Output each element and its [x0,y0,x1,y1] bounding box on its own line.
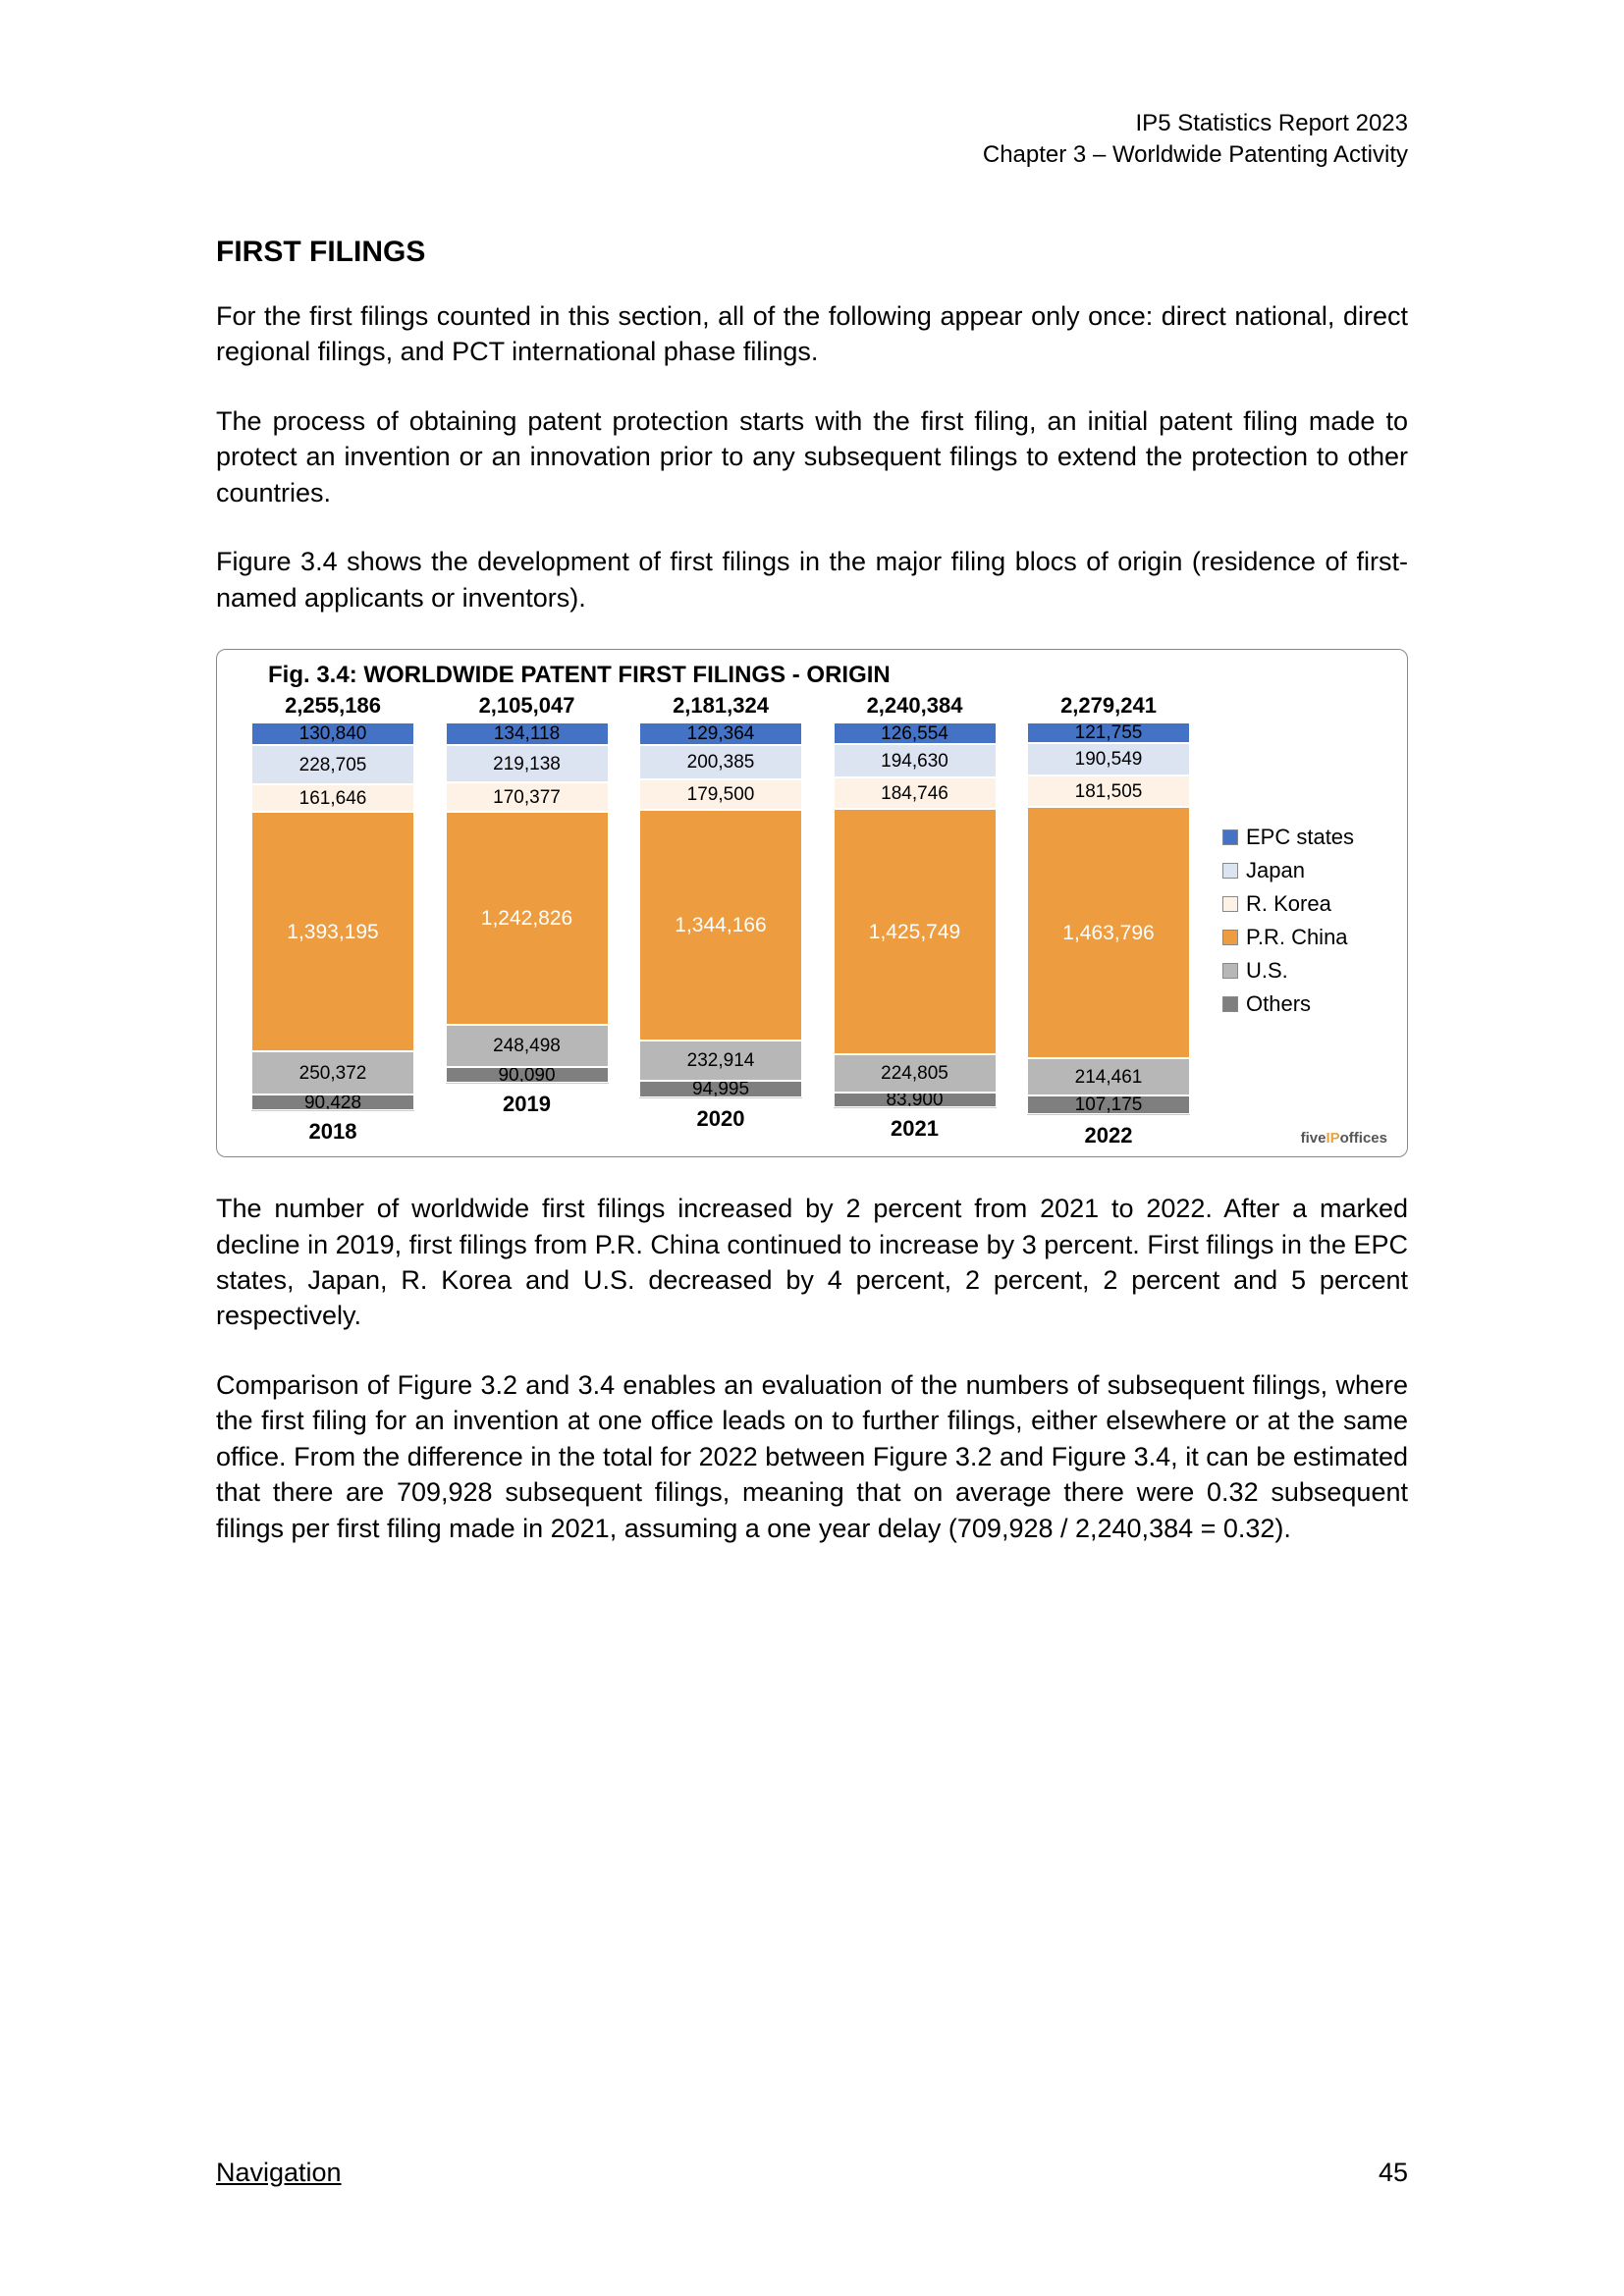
bar-segment: 1,344,166 [639,810,802,1041]
bar-segment: 181,505 [1027,775,1190,807]
legend-label: Others [1246,991,1311,1017]
section-title: FIRST FILINGS [216,236,1408,269]
legend-swatch [1222,863,1238,879]
figure-3-4-chart: Fig. 3.4: WORLDWIDE PATENT FIRST FILINGS… [216,649,1408,1157]
bar-segment: 121,755 [1027,722,1190,743]
year-total: 2,105,047 [479,693,575,719]
legend-item: R. Korea [1222,891,1389,917]
legend-item: Others [1222,991,1389,1017]
legend-swatch [1222,896,1238,912]
bar-segment: 228,705 [251,745,414,784]
paragraph-3: Figure 3.4 shows the development of firs… [216,544,1408,615]
paragraph-4: The number of worldwide first filings in… [216,1191,1408,1334]
year-label: 2021 [891,1116,939,1142]
bar-segment: 1,242,826 [446,812,609,1025]
bar-segment: 161,646 [251,784,414,812]
bar-segment: 224,805 [834,1054,997,1093]
legend-item: EPC states [1222,825,1389,850]
chart-title: Fig. 3.4: WORLDWIDE PATENT FIRST FILINGS… [268,662,1389,689]
bar-stack: 129,364200,385179,5001,344,166232,91494,… [639,722,802,1098]
bar-segment: 190,549 [1027,743,1190,775]
legend-item: Japan [1222,858,1389,883]
year-column: 2,255,186130,840228,705161,6461,393,1952… [244,693,421,1148]
bar-segment: 170,377 [446,782,609,812]
bar-segment: 83,900 [834,1093,997,1107]
bar-segment: 194,630 [834,744,997,777]
chart-bars-area: 2,255,186130,840228,705161,6461,393,1952… [235,693,1207,1148]
page-footer: Navigation 45 [216,2158,1408,2188]
year-column: 2,105,047134,118219,138170,3771,242,8262… [439,693,616,1148]
bar-segment: 130,840 [251,722,414,745]
bar-segment: 248,498 [446,1025,609,1067]
year-label: 2022 [1085,1123,1133,1148]
paragraph-5: Comparison of Figure 3.2 and 3.4 enables… [216,1367,1408,1546]
bar-stack: 134,118219,138170,3771,242,826248,49890,… [446,722,609,1084]
year-label: 2018 [309,1119,357,1145]
year-column: 2,240,384126,554194,630184,7461,425,7492… [827,693,1003,1148]
legend-label: Japan [1246,858,1305,883]
header-line-1: IP5 Statistics Report 2023 [983,108,1408,139]
page-header: IP5 Statistics Report 2023 Chapter 3 – W… [983,108,1408,172]
legend-label: R. Korea [1246,891,1331,917]
chart-legend: EPC states Japan R. Korea P.R. China U.S. Oth… [1207,693,1389,1148]
page-number: 45 [1379,2158,1408,2188]
header-line-2: Chapter 3 – Worldwide Patenting Activity [983,139,1408,171]
bar-segment: 94,995 [639,1081,802,1097]
brand-mid: IP [1326,1130,1339,1147]
year-total: 2,240,384 [867,693,963,719]
legend-swatch [1222,963,1238,979]
year-column: 2,279,241121,755190,549181,5051,463,7962… [1020,693,1197,1148]
bar-segment: 179,500 [639,779,802,810]
bar-segment: 90,090 [446,1067,609,1083]
brand-logo: fiveIPoffices [1301,1130,1387,1147]
bar-segment: 129,364 [639,722,802,745]
legend-label: P.R. China [1246,925,1348,950]
year-total: 2,255,186 [285,693,381,719]
bar-segment: 126,554 [834,722,997,744]
brand-pre: five [1301,1130,1326,1147]
year-label: 2020 [697,1106,745,1132]
bar-stack: 126,554194,630184,7461,425,749224,80583,… [834,722,997,1108]
legend-swatch [1222,829,1238,845]
bar-segment: 250,372 [251,1051,414,1095]
bar-stack: 130,840228,705161,6461,393,195250,37290,… [251,722,414,1111]
bar-segment: 1,393,195 [251,812,414,1051]
year-column: 2,181,324129,364200,385179,5001,344,1662… [632,693,809,1148]
brand-post: offices [1340,1130,1387,1147]
navigation-link[interactable]: Navigation [216,2158,342,2188]
bar-segment: 200,385 [639,745,802,779]
legend-swatch [1222,996,1238,1012]
bar-segment: 1,425,749 [834,809,997,1054]
legend-label: U.S. [1246,958,1288,984]
bar-stack: 121,755190,549181,5051,463,796214,461107… [1027,722,1190,1115]
legend-item: P.R. China [1222,925,1389,950]
legend-label: EPC states [1246,825,1354,850]
bar-segment: 184,746 [834,777,997,809]
bar-segment: 219,138 [446,745,609,782]
year-total: 2,279,241 [1060,693,1157,719]
main-content: FIRST FILINGS For the first filings coun… [216,236,1408,1546]
paragraph-2: The process of obtaining patent protecti… [216,403,1408,510]
year-label: 2019 [503,1092,551,1117]
bar-segment: 90,428 [251,1095,414,1110]
bar-segment: 214,461 [1027,1058,1190,1095]
bar-segment: 134,118 [446,722,609,745]
year-total: 2,181,324 [673,693,769,719]
bar-segment: 107,175 [1027,1095,1190,1114]
legend-swatch [1222,930,1238,945]
bar-segment: 232,914 [639,1041,802,1081]
bar-segment: 1,463,796 [1027,807,1190,1058]
paragraph-1: For the first filings counted in this se… [216,298,1408,370]
legend-item: U.S. [1222,958,1389,984]
